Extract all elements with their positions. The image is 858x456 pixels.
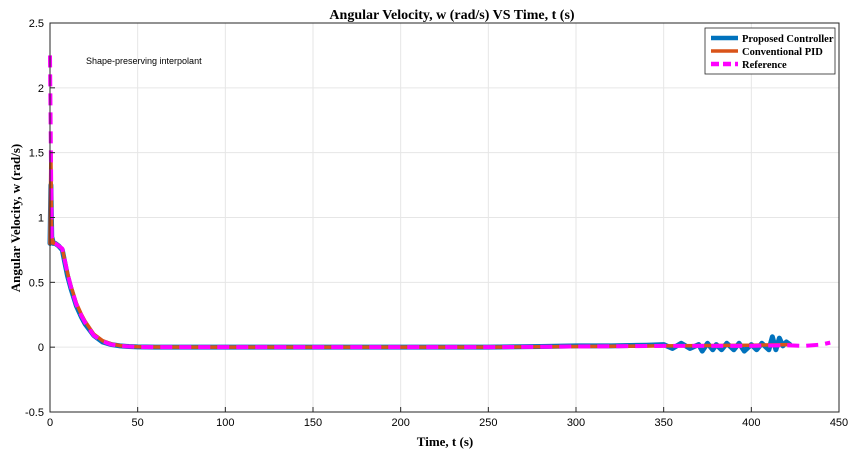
x-axis-label: Time, t (s) (417, 434, 473, 449)
y-tick-label: 1 (38, 213, 44, 225)
y-tick-label: 0.5 (29, 277, 44, 289)
legend-label: Reference (742, 60, 787, 71)
series-layer (47, 55, 831, 354)
x-tick-label: 50 (132, 417, 144, 429)
y-tick-label: 1.5 (29, 148, 44, 160)
y-axis: -0.5 0 0.5 1 1.5 2 2.5 (25, 18, 55, 419)
y-axis-label: Angular Velocity, w (rad/s) (8, 144, 23, 293)
y-tick-label: 2.5 (29, 18, 44, 30)
chart-title: Angular Velocity, w (rad/s) VS Time, t (… (329, 8, 574, 23)
y-tick-label: 0 (38, 342, 44, 354)
x-tick-label: 0 (47, 417, 53, 429)
series-line-reference (48, 55, 831, 350)
fit-annotation: Shape-preserving interpolant (86, 56, 202, 66)
legend-label: Proposed Controller (742, 34, 834, 45)
x-tick-label: 100 (216, 417, 234, 429)
x-axis: 0 50 100 150 200 250 300 350 400 450 (47, 407, 848, 429)
legend: Proposed Controller Conventional PID Refer… (704, 27, 836, 75)
x-tick-label: 200 (391, 417, 409, 429)
x-tick-label: 450 (830, 417, 848, 429)
legend-label: Conventional PID (742, 47, 823, 58)
x-tick-label: 300 (567, 417, 585, 429)
x-tick-label: 350 (654, 417, 672, 429)
x-tick-label: 400 (742, 417, 760, 429)
plot-area (47, 22, 840, 413)
y-tick-label: 2 (38, 83, 44, 95)
x-tick-label: 250 (479, 417, 497, 429)
x-tick-label: 150 (304, 417, 322, 429)
y-tick-label: -0.5 (25, 407, 44, 419)
